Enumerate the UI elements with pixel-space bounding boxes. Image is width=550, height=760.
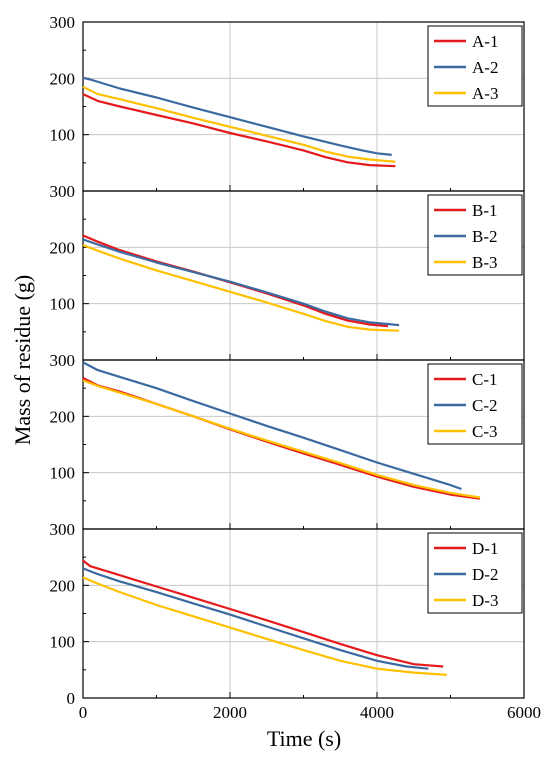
x-tick-label: 2000 — [213, 703, 247, 722]
legend-label: B-1 — [472, 201, 498, 220]
legend-label: B-3 — [472, 253, 498, 272]
legend-label: C-2 — [472, 396, 498, 415]
legend-label: A-1 — [472, 32, 498, 51]
panel-C: 100 200 300 C-1 C-2 C-3 — [50, 351, 525, 530]
series-line-C-3 — [82, 379, 481, 499]
x-tick-label: 6000 — [507, 703, 541, 722]
y-tick-label: 100 — [50, 126, 76, 145]
series-line-A-3 — [82, 85, 396, 163]
y-tick-label: 300 — [50, 13, 76, 32]
y-tick-label: 100 — [50, 633, 76, 652]
x-tick-label: 0 — [79, 703, 88, 722]
y-tick-label: 300 — [50, 520, 76, 539]
series-line-B-1 — [82, 234, 389, 328]
series-line-B-3 — [82, 244, 400, 332]
y-tick-label: 0 — [67, 689, 76, 708]
y-tick-label: 100 — [50, 464, 76, 483]
y-tick-label: 100 — [50, 295, 76, 314]
y-axis-title: Mass of residue (g) — [10, 275, 35, 445]
legend-label: D-2 — [472, 565, 498, 584]
x-axis-labels: 0 2000 4000 6000 — [79, 703, 541, 722]
y-tick-label: 200 — [50, 69, 76, 88]
legend-label: C-3 — [472, 422, 498, 441]
legend-label: C-1 — [472, 370, 498, 389]
y-tick-label: 200 — [50, 407, 76, 426]
series-line-C-1 — [82, 377, 481, 500]
panel-B: 100 200 300 B-1 B-2 B-3 — [50, 182, 525, 361]
y-tick-label: 200 — [50, 576, 76, 595]
y-tick-label: 300 — [50, 182, 76, 201]
legend-label: B-2 — [472, 227, 498, 246]
legend-label: A-2 — [472, 58, 498, 77]
series-line-A-2 — [82, 76, 392, 156]
y-tick-label: 200 — [50, 238, 76, 257]
panel-A: 100 200 300 A-1 A-2 A-3 — [50, 13, 525, 192]
series-line-D-2 — [82, 567, 429, 670]
series-line-A-1 — [82, 93, 396, 168]
series-line-C-2 — [82, 361, 462, 491]
y-tick-label: 300 — [50, 351, 76, 370]
x-axis-title: Time (s) — [267, 726, 341, 751]
series-line-B-2 — [82, 238, 400, 327]
series-line-D-3 — [82, 576, 447, 676]
series-line-D-1 — [82, 559, 444, 668]
legend-label: D-1 — [472, 539, 498, 558]
legend-label: A-3 — [472, 84, 498, 103]
panel-D: 0 100 200 300 D-1 D-2 D-3 — [50, 520, 525, 708]
legend-label: D-3 — [472, 591, 498, 610]
x-tick-label: 4000 — [360, 703, 394, 722]
